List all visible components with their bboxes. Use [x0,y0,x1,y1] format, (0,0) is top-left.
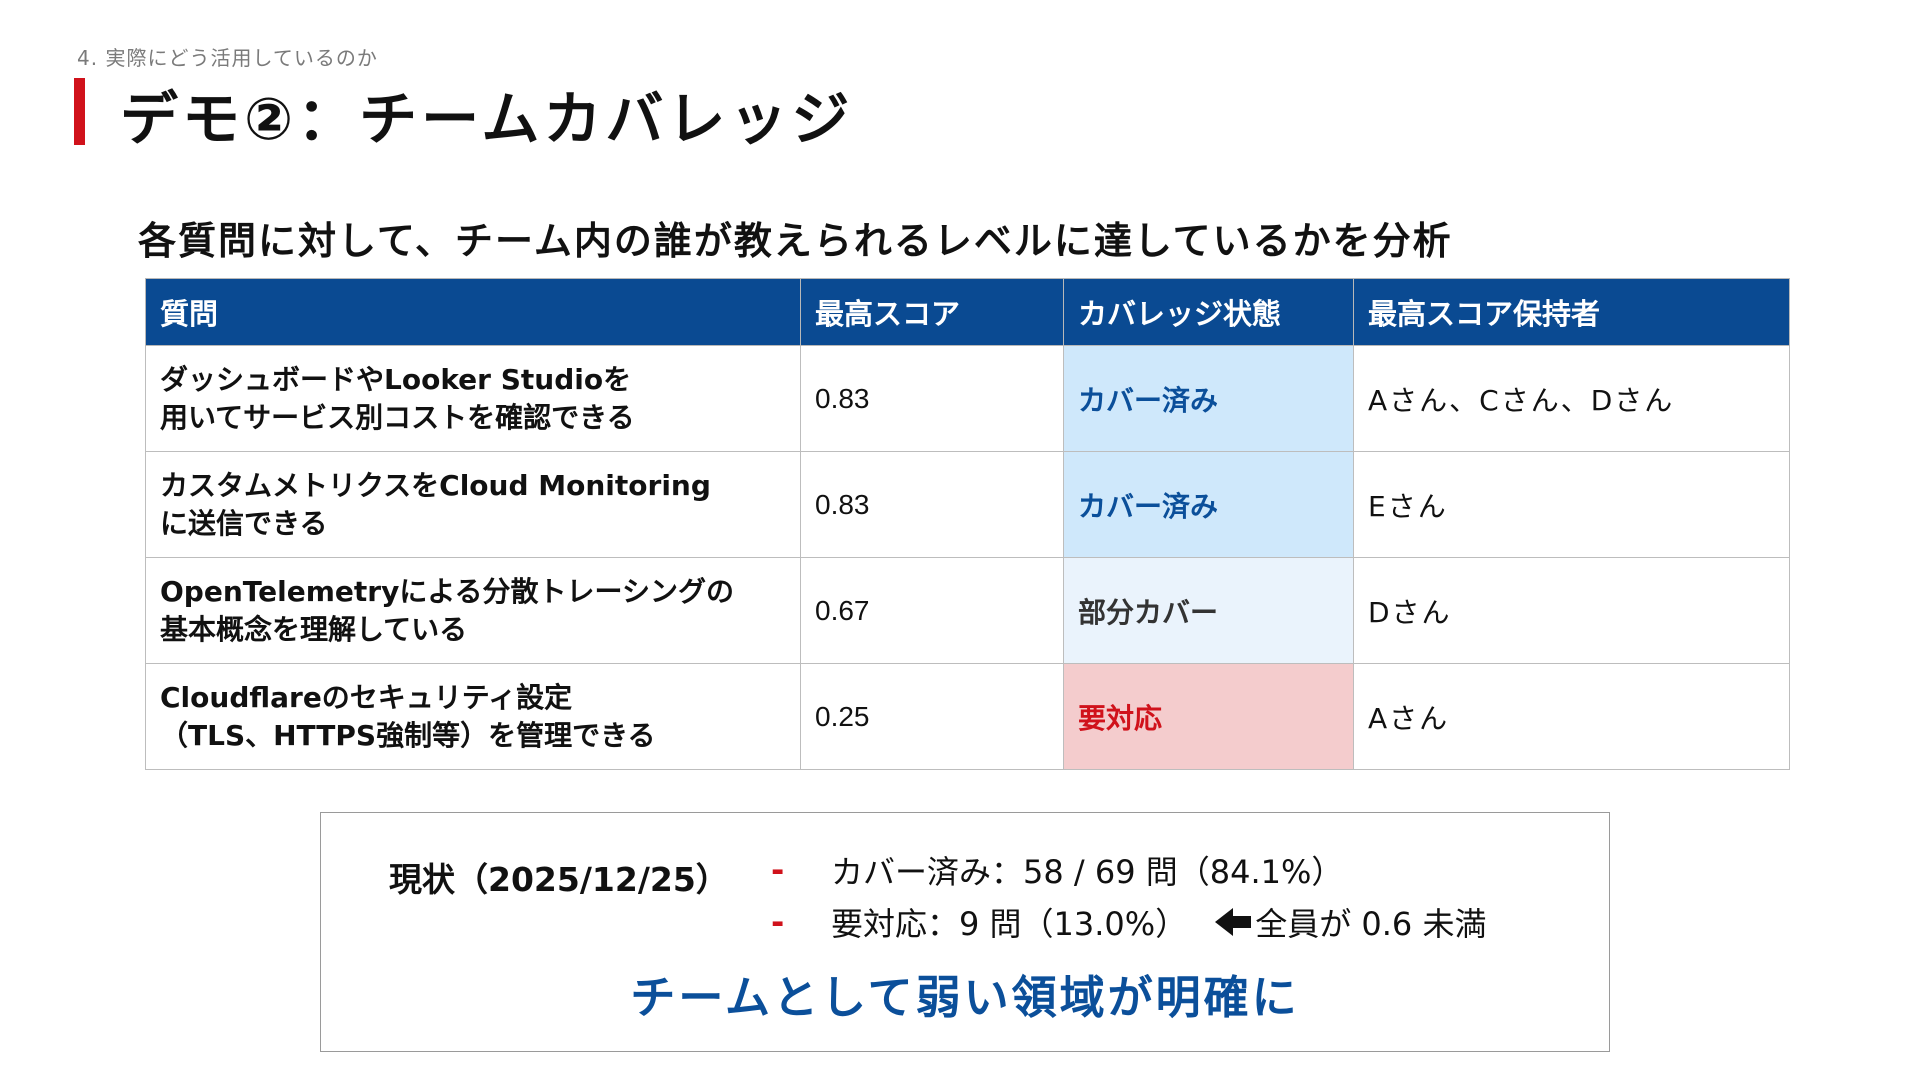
bullet-marker: - [771,903,785,941]
table-row: OpenTelemetryによる分散トレーシングの 基本概念を理解している 0.… [145,557,1790,664]
holder-cell: Eさん [1353,451,1790,558]
question-cell: カスタムメトリクスをCloud Monitoring に送信できる [145,451,801,558]
table-row: ダッシュボードやLooker Studioを 用いてサービス別コストを確認できる… [145,345,1790,452]
summary-bullet-covered: - カバー済み：58 / 69 問（84.1%） [771,847,1343,893]
question-line: 基本概念を理解している [160,612,468,646]
bullet-text: 要対応：9 問（13.0%） [831,905,1188,943]
question-line: 用いてサービス別コストを確認できる [160,400,635,434]
question-line: OpenTelemetryによる分散トレーシングの [160,574,734,608]
question-cell: ダッシュボードやLooker Studioを 用いてサービス別コストを確認できる [145,345,801,452]
table-row: Cloudflareのセキュリティ設定 （TLS、HTTPS強制等）を管理できる… [145,663,1790,770]
header-max-score: 最高スコア [800,278,1064,346]
table-header-row: 質問 最高スコア カバレッジ状態 最高スコア保持者 [145,278,1790,346]
holder-cell: Aさん [1353,663,1790,770]
header-score-holder: 最高スコア保持者 [1353,278,1790,346]
summary-bullet-needed: - 要対応：9 問（13.0%） 全員が 0.6 未満 [771,899,1486,945]
question-line: ダッシュボードやLooker Studioを [160,362,632,396]
score-cell: 0.83 [800,345,1064,452]
question-line: Cloudflareのセキュリティ設定 [160,680,573,714]
score-cell: 0.67 [800,557,1064,664]
question-line: に送信できる [160,506,328,540]
holder-cell: Dさん [1353,557,1790,664]
holder-cell: Aさん、Cさん、Dさん [1353,345,1790,452]
title-accent-bar [74,78,85,145]
left-arrow-icon [1215,908,1234,936]
bullet-marker: - [771,851,785,889]
question-cell: Cloudflareのセキュリティ設定 （TLS、HTTPS強制等）を管理できる [145,663,801,770]
status-cell: 要対応 [1063,663,1354,770]
table-row: カスタムメトリクスをCloud Monitoring に送信できる 0.83 カ… [145,451,1790,558]
status-cell: 部分カバー [1063,557,1354,664]
score-cell: 0.83 [800,451,1064,558]
header-coverage-status: カバレッジ状態 [1063,278,1354,346]
arrow-shaft [1233,916,1252,928]
coverage-table: 質問 最高スコア カバレッジ状態 最高スコア保持者 ダッシュボードやLooker… [145,278,1790,770]
slide-subtitle: 各質問に対して、チーム内の誰が教えられるレベルに達しているかを分析 [138,219,1453,263]
summary-conclusion: チームとして弱い領域が明確に [630,971,1300,1024]
slide-title: デモ②：チームカバレッジ [120,85,854,153]
summary-label: 現状（2025/12/25） [389,860,729,899]
status-cell: カバー済み [1063,345,1354,452]
question-line: （TLS、HTTPS強制等）を管理できる [160,718,656,752]
bullet-text: カバー済み：58 / 69 問（84.1%） [831,853,1344,891]
summary-box: 現状（2025/12/25） - カバー済み：58 / 69 問（84.1%） … [320,812,1610,1052]
question-cell: OpenTelemetryによる分散トレーシングの 基本概念を理解している [145,557,801,664]
score-cell: 0.25 [800,663,1064,770]
header-question: 質問 [145,278,801,346]
section-label: 4. 実際にどう活用しているのか [77,46,378,70]
question-line: カスタムメトリクスをCloud Monitoring [160,468,711,502]
status-cell: カバー済み [1063,451,1354,558]
bullet-note: 全員が 0.6 未満 [1255,905,1487,943]
